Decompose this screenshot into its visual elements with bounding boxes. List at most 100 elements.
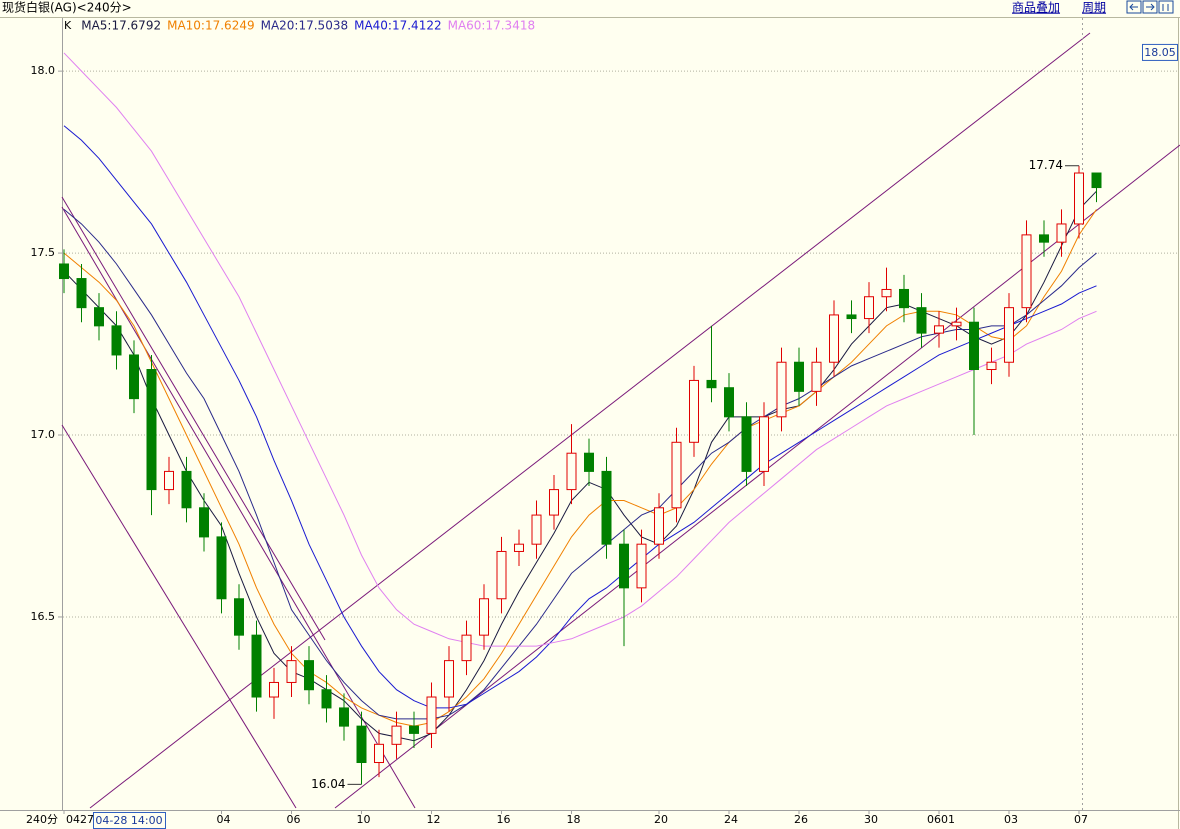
candle-body <box>601 470 612 545</box>
ma-line <box>63 125 1097 709</box>
toolbar <box>0 0 1180 17</box>
candle-body <box>689 379 699 443</box>
candle-body <box>269 681 279 698</box>
x-tick-label: 30 <box>864 813 878 826</box>
last-price-label: 18.05 <box>1144 46 1176 59</box>
candle-body <box>304 660 314 691</box>
toolbar-button[interactable]: 商品叠加 <box>1012 0 1060 15</box>
candle-body <box>251 634 262 698</box>
candle-body <box>741 416 752 472</box>
candle-body <box>461 634 472 662</box>
candle-body <box>129 354 139 400</box>
candle-body <box>59 263 69 280</box>
candle-body <box>426 696 437 734</box>
x-tick-label: 20 <box>654 813 668 826</box>
candle-body <box>899 288 909 309</box>
candle-body <box>391 725 402 745</box>
cursor-label: 04-28 14:00 <box>95 814 162 827</box>
candle-body <box>496 550 507 600</box>
legend-entry: MA60:17.3418 <box>448 19 536 33</box>
candle-body <box>444 660 454 698</box>
x-tick-label: 04 <box>217 813 231 826</box>
candle-body <box>374 743 384 764</box>
candle-body <box>111 325 122 356</box>
candle-body <box>321 689 332 709</box>
legend-entry: MA5:17.6792 <box>81 19 161 33</box>
candle-body <box>636 543 647 589</box>
candle-body <box>776 361 787 418</box>
high-label: 17.74 <box>1029 158 1063 172</box>
chart-title: 现货白银(AG)<240分> <box>2 0 132 15</box>
candle-body <box>1039 234 1049 243</box>
x-tick-label: 18 <box>567 813 581 826</box>
legend-prefix: K <box>64 19 72 32</box>
candle-body <box>181 470 192 509</box>
candle-body <box>339 707 349 727</box>
candle-body <box>409 725 419 734</box>
x-tick-label: 06 <box>287 813 301 826</box>
candle-body <box>724 387 734 418</box>
candle-body <box>216 536 227 600</box>
legend-entry: MA10:17.6249 <box>167 19 255 33</box>
x-tick-label: 16 <box>497 813 511 826</box>
y-tick-label: 17.5 <box>31 246 56 259</box>
x-tick-label: 0601 <box>927 813 955 826</box>
candle-body <box>951 321 962 327</box>
candle-body <box>94 307 104 327</box>
candle-body <box>199 507 209 538</box>
candle-body <box>829 314 839 363</box>
candle-body <box>531 514 542 545</box>
ma-line <box>63 209 1097 720</box>
candle-body <box>794 361 804 392</box>
candle-body <box>1004 307 1014 363</box>
x-tick-label: 03 <box>1004 813 1018 826</box>
ma-line <box>63 52 1097 647</box>
candle-body <box>76 278 87 309</box>
candle-body <box>654 507 664 545</box>
candle-body <box>234 598 244 636</box>
candle-body <box>846 314 857 320</box>
x-tick-label: 10 <box>357 813 371 826</box>
y-tick-label: 18.0 <box>31 64 56 77</box>
x-tick-label: 26 <box>794 813 808 826</box>
legend-entry: MA40:17.4122 <box>354 19 442 33</box>
candle-body <box>286 660 297 683</box>
candle-body <box>146 369 157 491</box>
nav-icons[interactable] <box>1126 0 1174 14</box>
candle-body <box>916 307 927 334</box>
last-price-box <box>1142 43 1178 61</box>
x-tick-label: 07 <box>1074 813 1088 826</box>
candle-body <box>1056 223 1067 243</box>
candle-body <box>1074 172 1084 225</box>
candle-body <box>706 379 717 389</box>
period-label: 240分 <box>26 813 58 826</box>
candle-body <box>986 361 997 371</box>
candle-body <box>549 489 559 516</box>
x-tick-label: 24 <box>724 813 738 826</box>
candle-body <box>164 470 174 491</box>
candle-body <box>934 325 944 334</box>
y-tick-label: 17.0 <box>31 428 56 441</box>
candle-body <box>969 321 979 371</box>
low-label: 16.04 <box>311 777 345 791</box>
x-tick-label: 0427 <box>66 813 94 826</box>
candle-body <box>759 416 769 472</box>
candle-body <box>1091 172 1102 189</box>
candle-body <box>881 288 892 298</box>
candle-body <box>566 452 577 491</box>
candle-body <box>864 296 874 320</box>
candle-body <box>811 361 822 392</box>
candle-body <box>356 725 367 764</box>
candle-body <box>671 441 682 509</box>
candle-body <box>619 543 629 589</box>
legend-entry: MA20:17.5038 <box>261 19 349 33</box>
candle-body <box>1021 234 1032 309</box>
y-tick-label: 16.5 <box>31 610 56 623</box>
candle-body <box>584 452 594 472</box>
candle-body <box>514 543 524 552</box>
plot <box>59 52 1102 785</box>
toolbar-button[interactable]: 周期 <box>1082 1 1106 15</box>
